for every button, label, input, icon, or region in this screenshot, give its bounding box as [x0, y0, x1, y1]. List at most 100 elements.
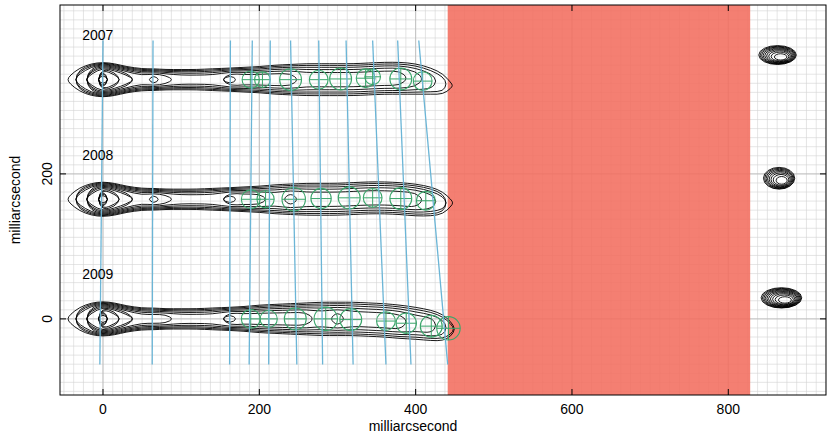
minor-grid-line [63, 5, 64, 395]
x-tick [415, 389, 416, 395]
contour [87, 307, 132, 331]
x-tick [102, 389, 103, 395]
minor-grid-line [386, 5, 387, 395]
hotspot-contour [773, 294, 795, 305]
component-cross [262, 72, 263, 88]
axes: 02004006008000200milliarcsecondmilliarcs… [7, 5, 826, 434]
contour [76, 65, 421, 94]
shaded-region [448, 5, 750, 395]
components [241, 187, 435, 211]
minor-grid-line [122, 5, 123, 395]
hotspot-contour [764, 289, 800, 307]
contour [68, 62, 452, 96]
minor-grid-line [83, 5, 84, 395]
minor-grid-line [200, 5, 201, 395]
hotspot-contour [760, 46, 795, 64]
component-cross [372, 69, 373, 85]
hotspot-contour [763, 48, 794, 63]
minor-grid-line [806, 5, 807, 395]
contour [87, 188, 132, 210]
cut-line [100, 41, 103, 365]
contour [76, 64, 436, 95]
contour [99, 196, 108, 203]
y-tick [820, 318, 826, 319]
component [377, 312, 396, 331]
y-tick-label: 200 [39, 162, 55, 186]
minor-grid-line [210, 5, 211, 395]
x-tick-label: 600 [560, 401, 584, 417]
cut-line [319, 41, 323, 365]
contour [87, 187, 132, 211]
contour [87, 69, 132, 91]
x-tick [259, 389, 260, 395]
component-cross [325, 307, 326, 330]
component-cross [265, 191, 266, 208]
minor-grid-line [239, 5, 240, 395]
x-tick [728, 5, 729, 11]
contour [99, 309, 120, 328]
minor-grid-line [230, 5, 231, 395]
contour [87, 66, 406, 94]
hotspot-contour [765, 49, 793, 63]
x-tick-label: 200 [248, 401, 272, 417]
chart: 02004006008000200milliarcsecondmilliarcs… [0, 0, 830, 438]
cut-line [373, 41, 386, 365]
hotspot-contour [774, 54, 787, 60]
component [314, 307, 337, 330]
minor-grid-line [151, 5, 152, 395]
component [330, 68, 352, 90]
component [340, 309, 362, 331]
x-axis-title: milliarcsecond [369, 418, 458, 434]
hotspot-contour [769, 172, 791, 187]
contour [68, 182, 453, 216]
contour [76, 303, 446, 335]
minor-grid-line [161, 5, 162, 395]
epoch-labels: 200720082009 [82, 27, 113, 282]
x-tick [415, 5, 416, 11]
contour [99, 311, 120, 327]
contour [224, 76, 236, 83]
contour [99, 194, 108, 204]
minor-grid-line [796, 5, 797, 395]
component-cross [400, 68, 401, 90]
cut-line [346, 41, 353, 365]
minor-grid-line [181, 5, 182, 395]
x-tick [259, 5, 260, 11]
contour [99, 193, 108, 206]
component-cross [431, 315, 432, 337]
hotspot-contour [769, 51, 791, 62]
x-tick-label: 400 [404, 401, 428, 417]
cut-line [269, 41, 271, 365]
contour [87, 185, 422, 213]
hotspot-contour [765, 290, 799, 307]
contour [99, 70, 120, 89]
contour [76, 183, 446, 216]
minor-grid-line [757, 5, 758, 395]
component-cross [250, 310, 251, 329]
cut-line [229, 41, 231, 365]
contour [87, 306, 172, 332]
jet-contours [68, 62, 452, 96]
contour [76, 185, 436, 214]
component [241, 310, 260, 329]
component-cross [448, 317, 449, 340]
x-tick [728, 389, 729, 395]
hotspots [759, 46, 802, 308]
hotspot-contour [767, 291, 798, 307]
hotspot-contour [768, 170, 793, 187]
epoch-label: 2007 [82, 27, 113, 43]
hotspot-contour [775, 295, 793, 304]
hotspot-contour [765, 168, 794, 188]
contour [87, 68, 132, 92]
component-cross [425, 191, 426, 210]
contour [149, 196, 158, 202]
component-cross [406, 313, 407, 333]
contour [76, 303, 453, 339]
contour [87, 186, 172, 212]
minor-grid-line [190, 5, 191, 395]
component [420, 315, 442, 337]
contour [224, 313, 312, 326]
epoch-label: 2009 [82, 266, 113, 282]
hotspot-contour [762, 47, 795, 64]
hotspot-contour [773, 174, 789, 185]
